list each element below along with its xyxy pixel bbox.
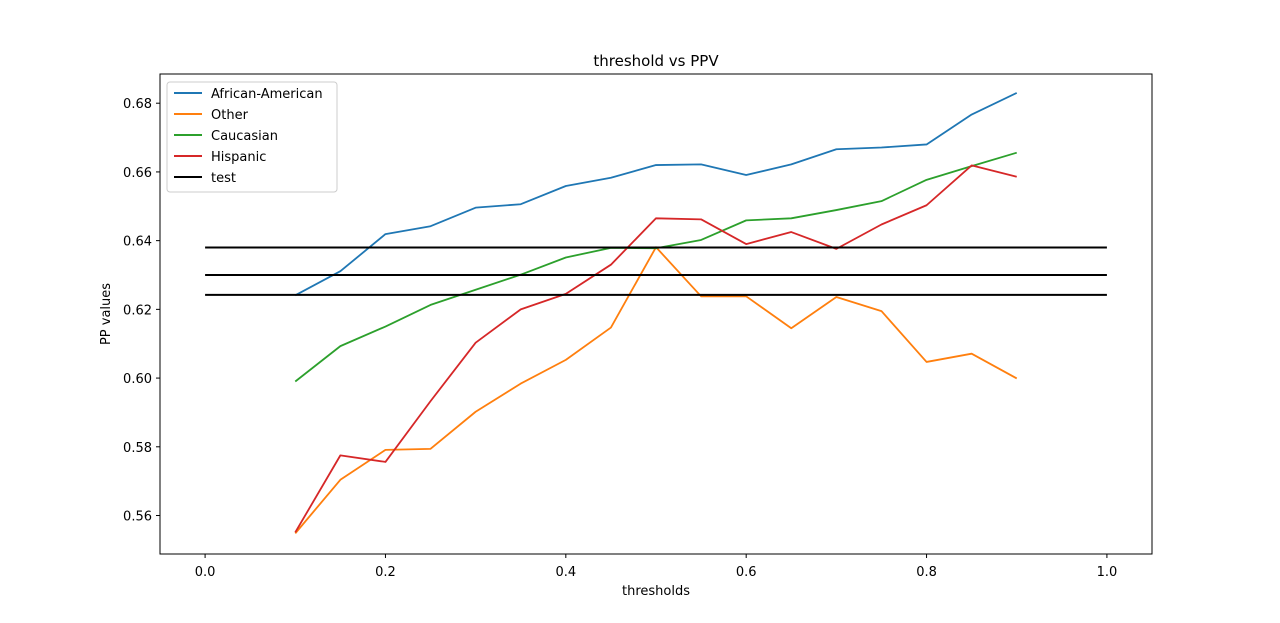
legend-box — [166, 81, 338, 193]
series-african-american-line — [294, 92, 1018, 297]
legend-label: Hispanic — [211, 150, 266, 165]
legend-label: Caucasian — [211, 129, 278, 144]
x-tick-label: 0.4 — [555, 565, 576, 580]
x-tick-label: 0.0 — [195, 565, 216, 580]
series-other-line — [294, 246, 1018, 534]
legend-label: Other — [211, 108, 249, 123]
plot-area — [205, 92, 1107, 534]
axes-frame — [159, 73, 1153, 555]
x-tick-label: 0.8 — [916, 565, 937, 580]
y-axis-label: PP values — [99, 283, 114, 345]
x-tick-label: 1.0 — [1097, 565, 1118, 580]
y-axis: 0.56 0.58 0.60 0.62 0.64 0.66 0.68 — [123, 97, 160, 525]
y-tick-label: 0.68 — [123, 97, 152, 112]
y-tick-label: 0.58 — [123, 441, 152, 456]
legend-label: African-American — [211, 87, 323, 102]
x-tick-label: 0.6 — [736, 565, 757, 580]
x-axis-label: thresholds — [622, 584, 690, 599]
y-tick-label: 0.62 — [123, 303, 152, 318]
x-axis: 0.0 0.2 0.4 0.6 0.8 1.0 — [195, 554, 1118, 580]
chart-title: threshold vs PPV — [593, 52, 719, 70]
y-tick-label: 0.66 — [123, 166, 152, 181]
y-tick-label: 0.56 — [123, 510, 152, 525]
series-caucasian-line — [294, 151, 1017, 383]
legend: African-American Other Caucasian Hispanic te… — [166, 81, 338, 193]
x-tick-label: 0.2 — [375, 565, 396, 580]
legend-label: test — [211, 171, 236, 186]
series-hispanic-line — [294, 164, 1017, 533]
y-tick-label: 0.60 — [123, 372, 152, 387]
y-tick-label: 0.64 — [123, 235, 152, 250]
